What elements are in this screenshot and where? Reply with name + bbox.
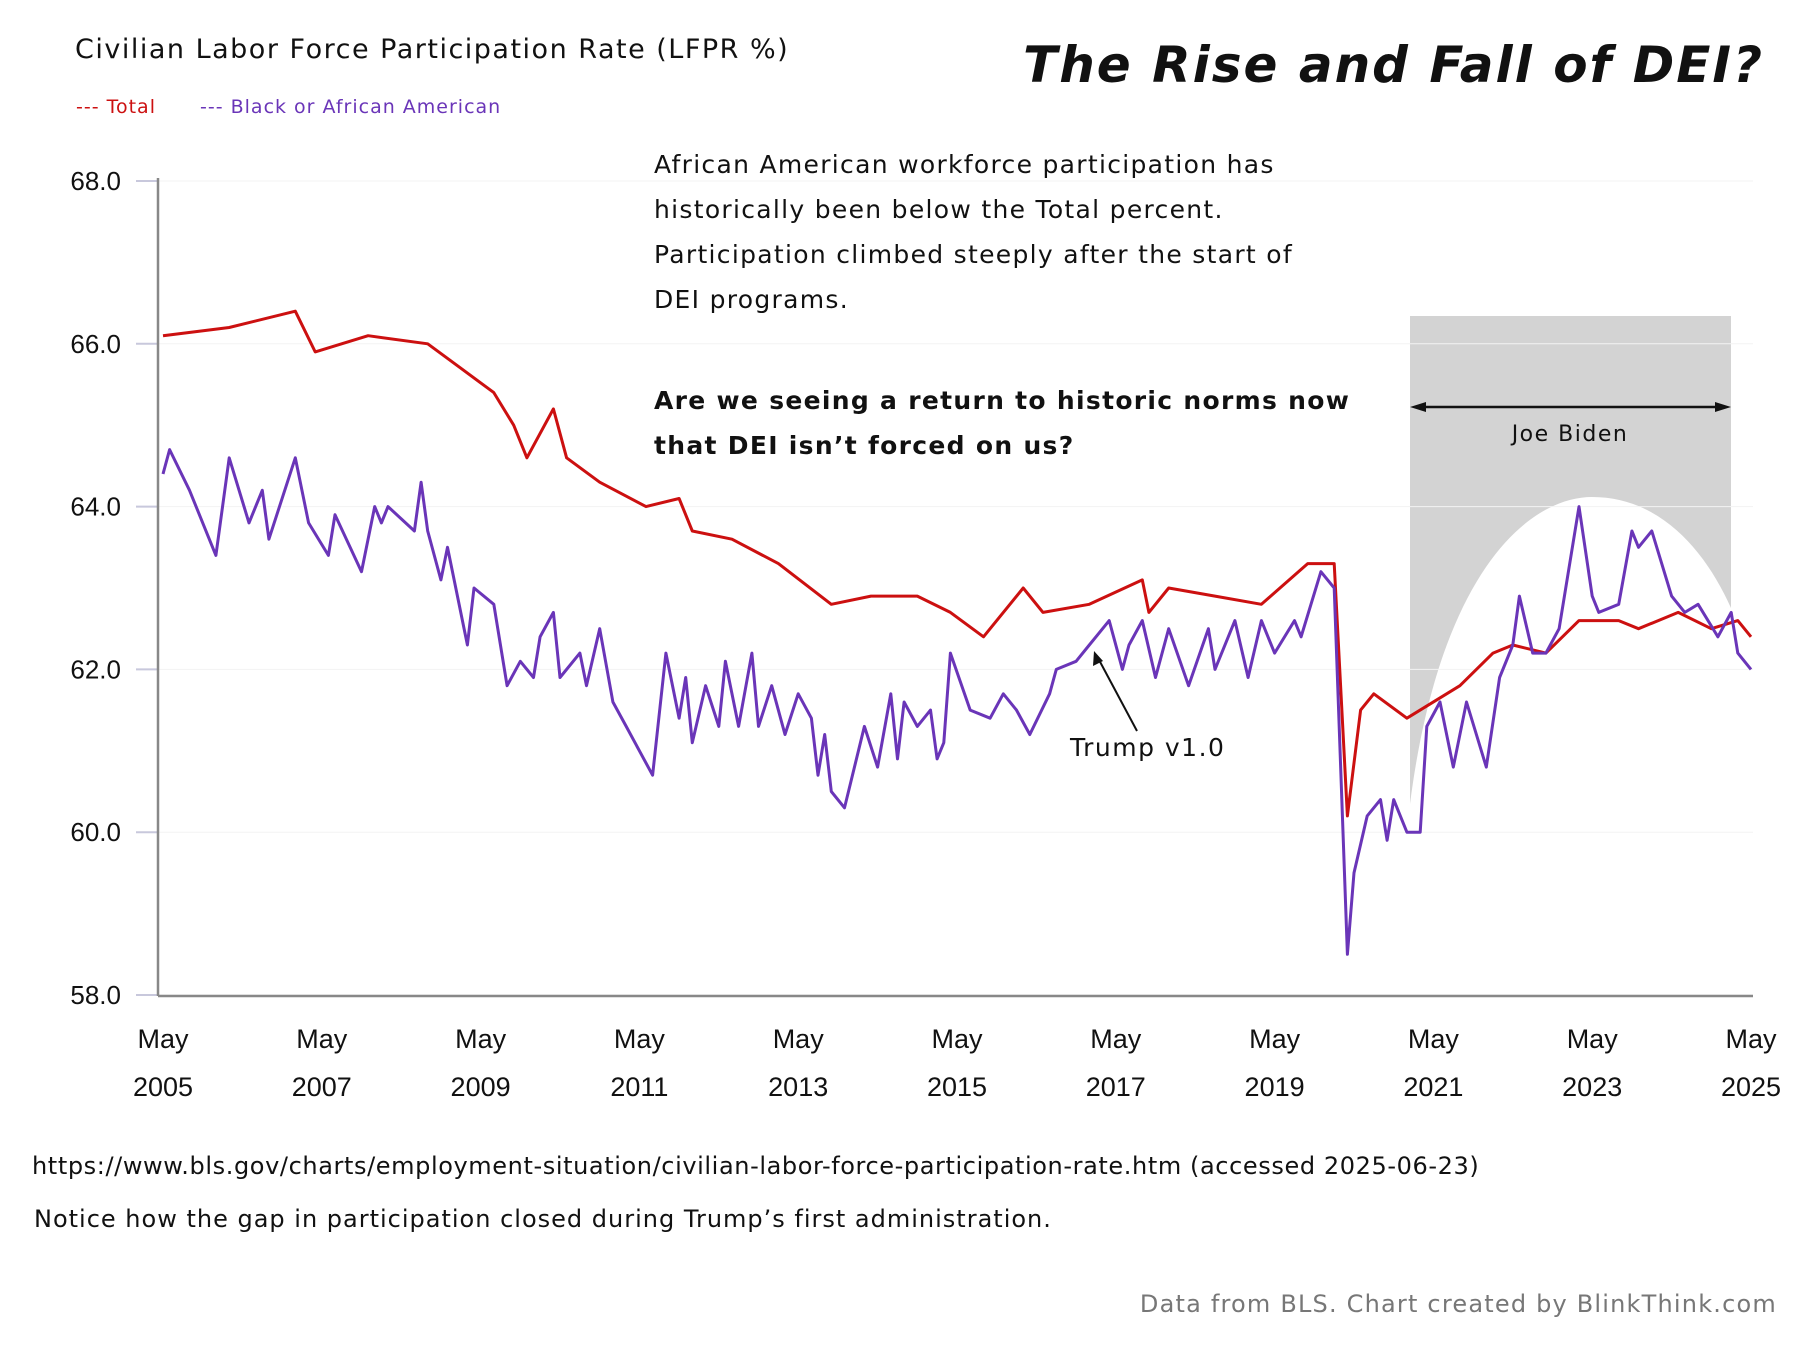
x-tick-label-year: 2019 xyxy=(1245,1072,1305,1102)
x-tick-label-year: 2013 xyxy=(768,1072,828,1102)
credit: Data from BLS. Chart created by BlinkThi… xyxy=(1139,1290,1777,1318)
annotation-line: historically been below the Total percen… xyxy=(654,195,1224,224)
series-total-line xyxy=(162,309,1753,818)
y-tick-label: 66.0 xyxy=(70,329,121,359)
headline: The Rise and Fall of DEI? xyxy=(1023,36,1764,94)
x-tick-label-month: May xyxy=(1408,1024,1460,1054)
y-tick-label: 68.0 xyxy=(70,166,121,196)
x-tick-label-month: May xyxy=(931,1024,983,1054)
annotation-line: DEI programs. xyxy=(654,285,849,314)
series-black-line xyxy=(161,448,1753,956)
trump-arrow xyxy=(1093,651,1138,732)
y-tick-label: 58.0 xyxy=(70,980,121,1010)
chart-title: Civilian Labor Force Participation Rate … xyxy=(75,34,790,65)
question-line: that DEI isn’t forced on us? xyxy=(654,431,1075,460)
x-tick-label-month: May xyxy=(1090,1024,1142,1054)
x-tick-label-month: May xyxy=(614,1024,666,1054)
x-tick-label-year: 2015 xyxy=(927,1072,987,1102)
trump-label: Trump v1.0 xyxy=(1069,733,1225,762)
biden-label: Joe Biden xyxy=(1510,422,1629,447)
question-line: Are we seeing a return to historic norms… xyxy=(654,386,1351,415)
x-tick-label-month: May xyxy=(296,1024,348,1054)
annotation-line: African American workforce participation… xyxy=(654,150,1275,179)
footer-note: Notice how the gap in participation clos… xyxy=(34,1205,1052,1233)
legend-black: --- Black or African American xyxy=(200,96,502,118)
x-tick-label-year: 2007 xyxy=(292,1072,352,1102)
biden-span-arrow xyxy=(1410,402,1731,412)
x-tick-label-year: 2009 xyxy=(451,1072,511,1102)
x-tick-label-month: May xyxy=(1567,1024,1619,1054)
annotation-line: Participation climbed steeply after the … xyxy=(654,240,1293,269)
y-tick-label: 64.0 xyxy=(70,492,121,522)
x-tick-label-month: May xyxy=(1249,1024,1301,1054)
x-tick-label-month: May xyxy=(1725,1024,1777,1054)
biden-arc-highlight xyxy=(1410,497,1731,840)
x-tick-label-month: May xyxy=(773,1024,825,1054)
x-tick-label-year: 2005 xyxy=(133,1072,193,1102)
x-tick-label-month: May xyxy=(455,1024,507,1054)
x-tick-label-year: 2017 xyxy=(1086,1072,1146,1102)
x-tick-label-year: 2011 xyxy=(610,1072,668,1102)
source-url: https://www.bls.gov/charts/employment-si… xyxy=(32,1152,1480,1180)
x-tick-label-month: May xyxy=(137,1024,189,1054)
x-tick-label-year: 2025 xyxy=(1721,1072,1781,1102)
x-tick-label-year: 2023 xyxy=(1562,1072,1622,1102)
x-tick-label-year: 2021 xyxy=(1403,1072,1463,1102)
y-tick-label: 62.0 xyxy=(70,654,121,684)
y-tick-label: 60.0 xyxy=(70,817,121,847)
legend-total: --- Total xyxy=(76,96,156,118)
